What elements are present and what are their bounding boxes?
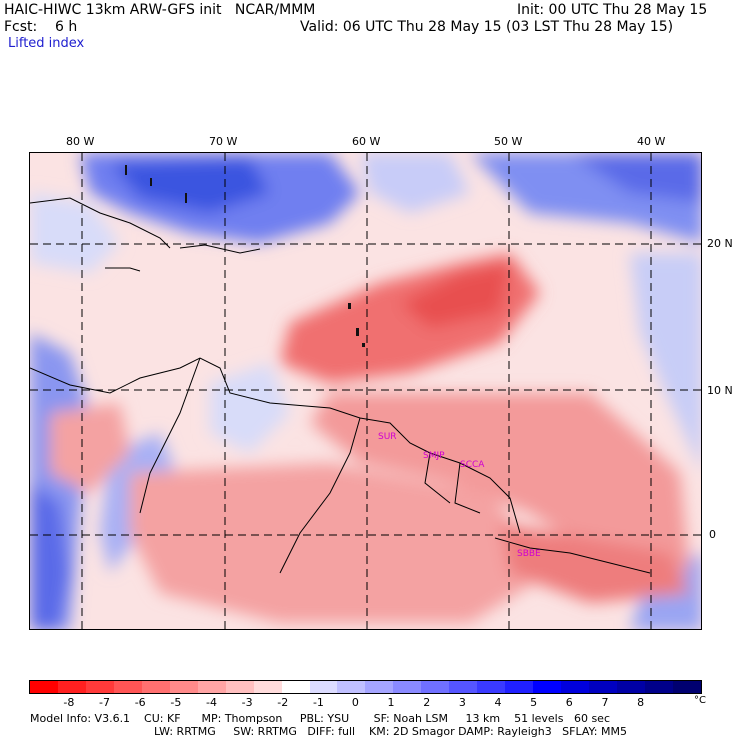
islands (125, 165, 365, 347)
lon-label-50w: 50 W (494, 135, 523, 148)
color-scale-tick: -1 (312, 696, 324, 709)
color-scale-tick: -8 (63, 696, 75, 709)
color-scale-swatch (505, 681, 534, 693)
color-scale-tick: 2 (423, 696, 431, 709)
color-scale-swatch (85, 681, 114, 693)
color-scale-swatch (421, 681, 450, 693)
lon-label-80w: 80 W (66, 135, 95, 148)
color-scale-swatch (30, 681, 58, 693)
map-canvas (30, 153, 701, 629)
color-scale-tick: -5 (170, 696, 182, 709)
model-title: HAIC-HIWC 13km ARW-GFS init NCAR/MMM (4, 2, 316, 18)
color-scale-tick: 8 (637, 696, 645, 709)
color-scale-swatch (644, 681, 673, 693)
color-scale-swatch (141, 681, 170, 693)
color-scale-swatch (533, 681, 562, 693)
color-scale-swatch (477, 681, 506, 693)
color-scale-swatch (561, 681, 590, 693)
color-scale-tick: 5 (530, 696, 538, 709)
color-scale-swatch (197, 681, 226, 693)
color-scale-tick: -6 (134, 696, 146, 709)
color-scale-swatch (309, 681, 338, 693)
color-scale-unit: °C (694, 695, 706, 706)
color-scale-swatch (589, 681, 618, 693)
color-scale-swatch (672, 681, 701, 693)
color-scale-tick: 1 (387, 696, 395, 709)
lifted-index-map: SUR SMJP SCCA SBBE (29, 152, 702, 630)
color-scale-tick: 3 (458, 696, 466, 709)
model-info-line-2: LW: RRTMG SW: RRTMG DIFF: full KM: 2D Sm… (154, 725, 627, 738)
lat-label-20n: 20 N (707, 237, 733, 250)
color-scale-swatch (449, 681, 478, 693)
station-label: SCCA (460, 460, 485, 470)
color-scale-tick: 0 (351, 696, 359, 709)
color-scale-bar (29, 680, 702, 694)
color-scale-tick: 4 (494, 696, 502, 709)
color-scale-swatch (337, 681, 366, 693)
color-scale-tick: -2 (277, 696, 289, 709)
coastlines (30, 197, 651, 574)
color-scale-tick: -4 (206, 696, 217, 709)
graticule (30, 153, 701, 629)
color-scale-swatch (225, 681, 254, 693)
station-label: SMJP (423, 451, 445, 461)
field-shading (30, 153, 701, 629)
color-scale-swatch (169, 681, 198, 693)
station-label: SUR (378, 432, 397, 442)
station-label: SBBE (517, 549, 541, 559)
color-scale-swatch (113, 681, 142, 693)
color-scale-swatch (281, 681, 310, 693)
color-scale-swatch (617, 681, 645, 693)
forecast-hour: Fcst: 6 h (4, 19, 78, 35)
lon-label-40w: 40 W (637, 135, 666, 148)
color-scale-tick: 7 (601, 696, 609, 709)
lon-label-70w: 70 W (209, 135, 238, 148)
color-scale-tick: -7 (99, 696, 111, 709)
lat-label-10n: 10 N (707, 384, 733, 397)
color-scale-swatch (253, 681, 282, 693)
color-scale-swatch (365, 681, 394, 693)
color-scale-tick: 6 (565, 696, 573, 709)
field-name: Lifted index (8, 36, 85, 51)
color-scale-swatch (393, 681, 422, 693)
lon-label-60w: 60 W (352, 135, 381, 148)
model-info-line-1: Model Info: V3.6.1 CU: KF MP: Thompson P… (30, 712, 610, 725)
lat-label-0: 0 (709, 528, 716, 541)
init-time: Init: 00 UTC Thu 28 May 15 (517, 2, 708, 18)
valid-time: Valid: 06 UTC Thu 28 May 15 (03 LST Thu … (300, 19, 674, 35)
color-scale-swatch (57, 681, 86, 693)
color-scale-tick: -3 (241, 696, 253, 709)
